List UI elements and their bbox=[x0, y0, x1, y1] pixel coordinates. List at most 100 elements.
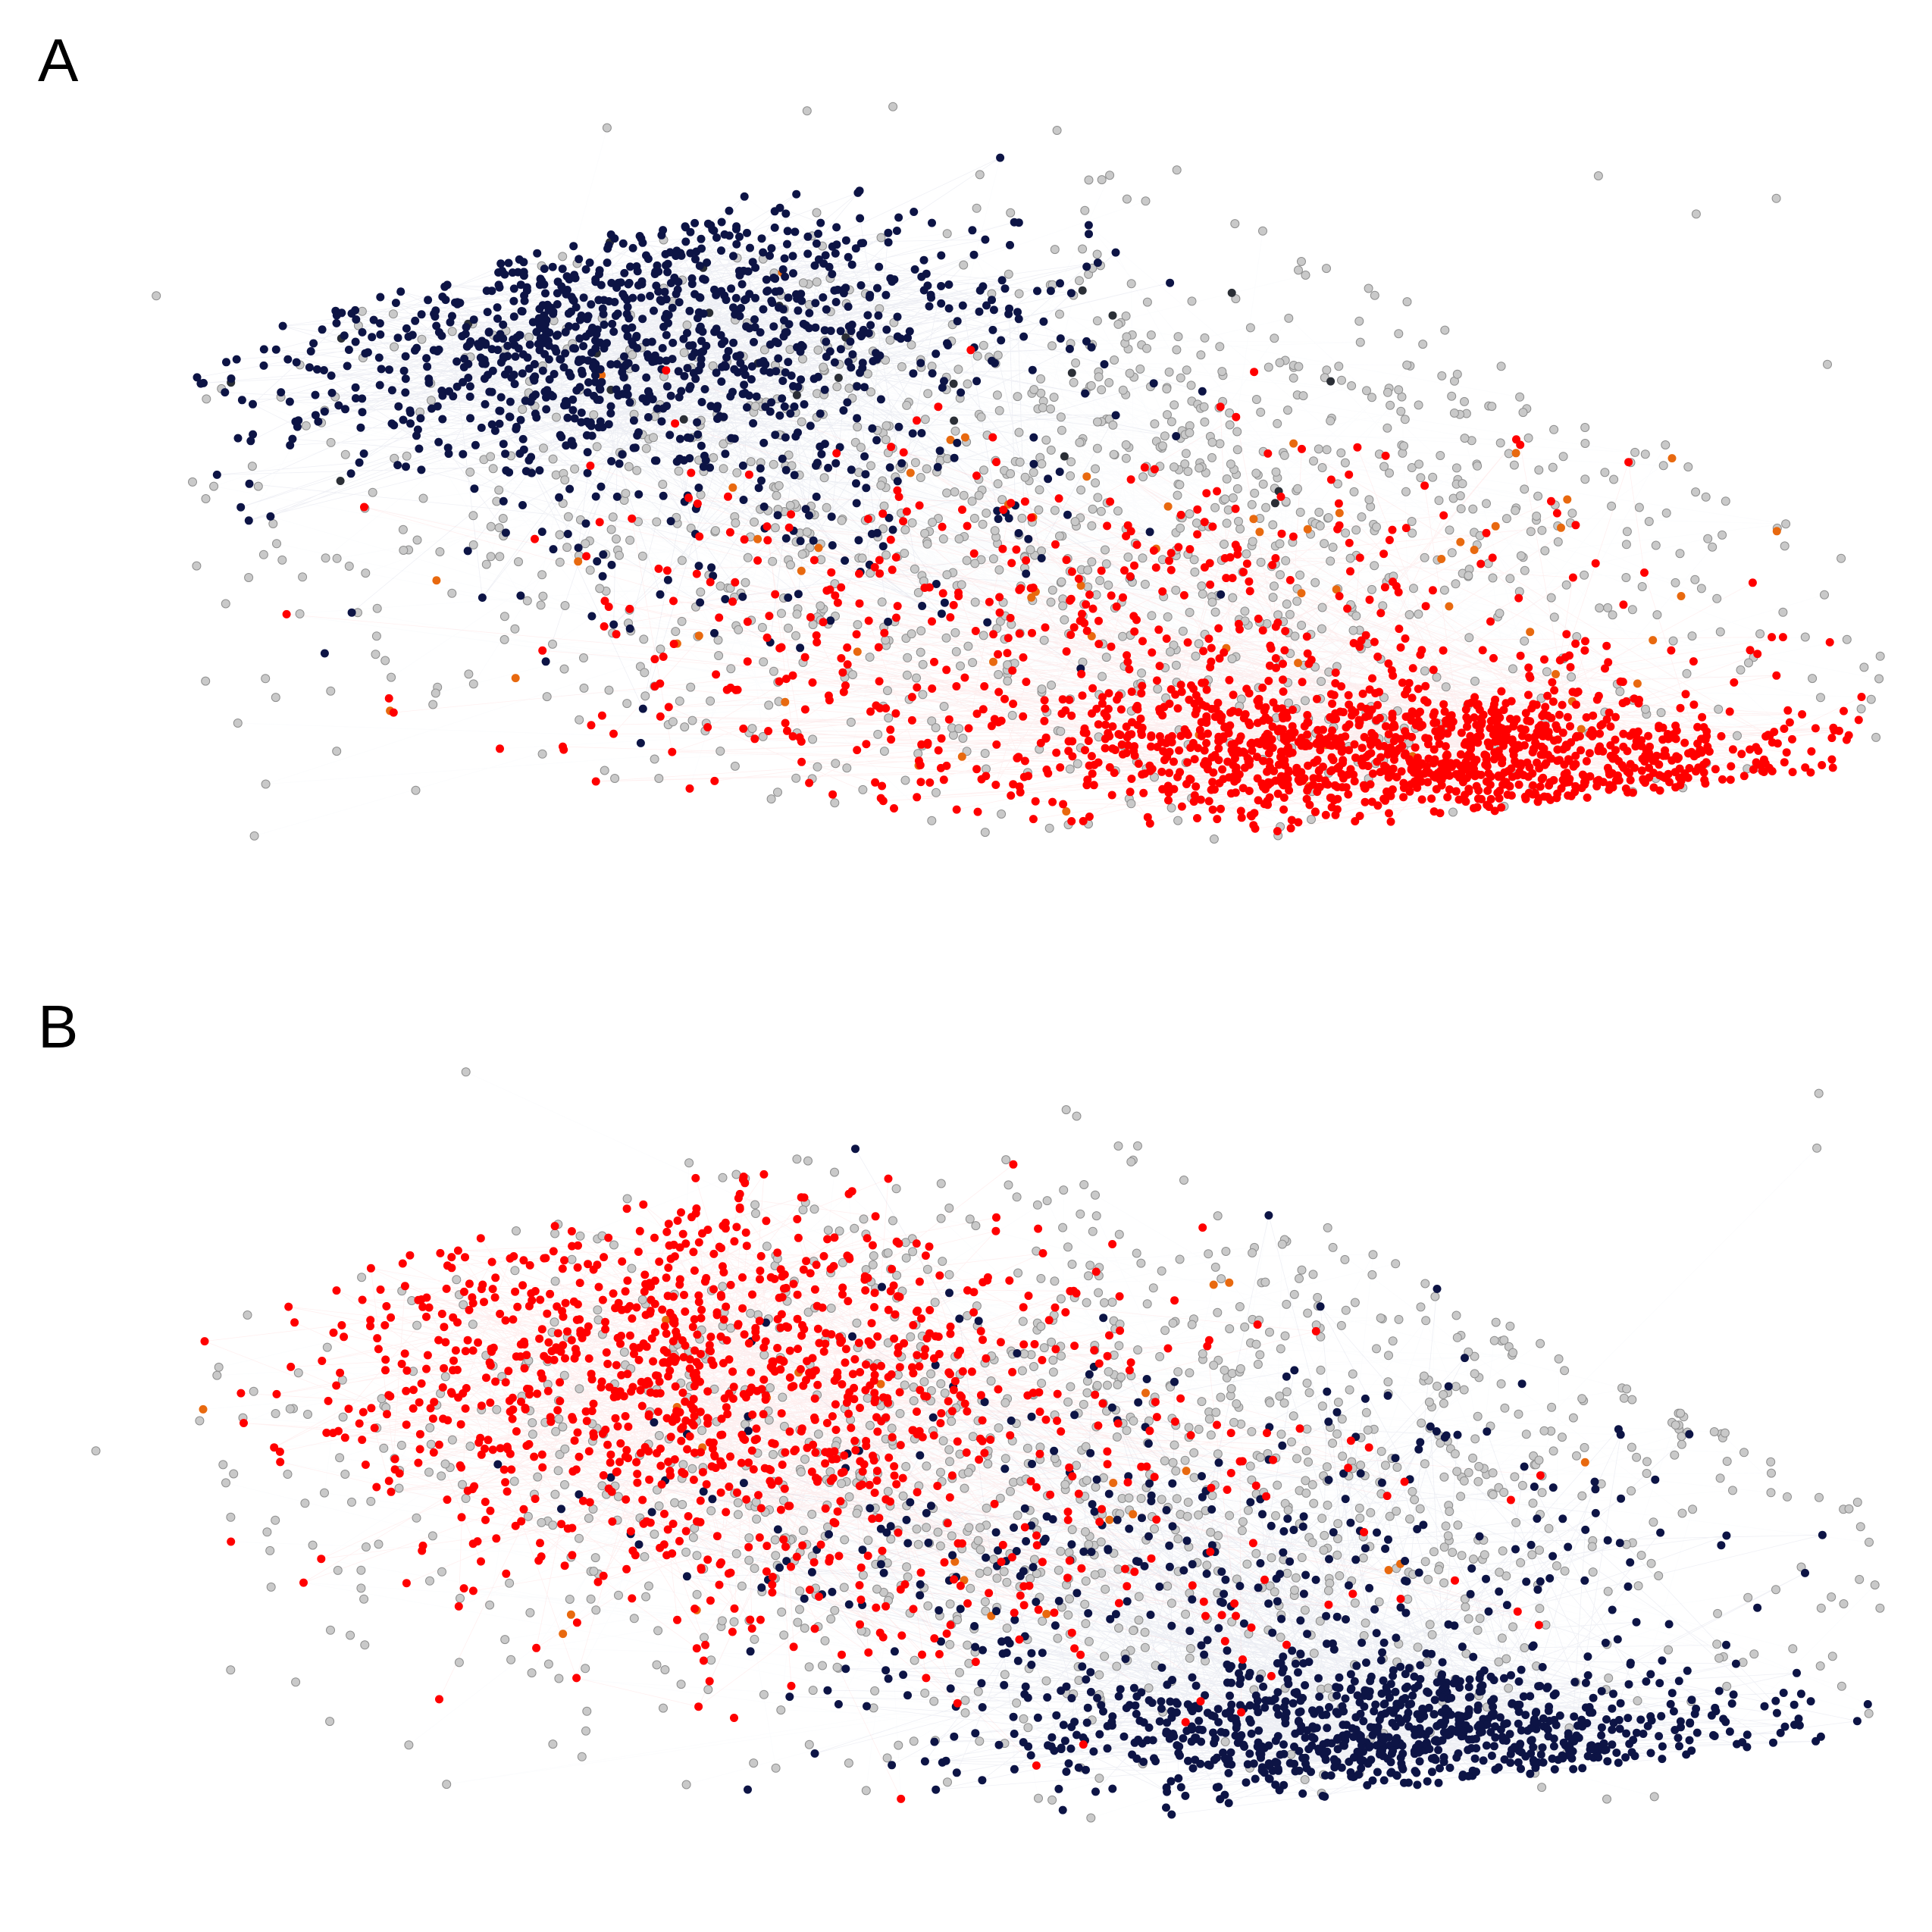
red-node bbox=[1202, 712, 1211, 721]
red-node bbox=[1149, 546, 1158, 555]
red-node bbox=[1289, 706, 1297, 714]
red-node bbox=[1303, 718, 1312, 727]
gray-node bbox=[201, 494, 211, 503]
blue-node bbox=[853, 382, 862, 391]
gray-node bbox=[1457, 1551, 1467, 1561]
blue-node bbox=[351, 337, 360, 346]
red-node bbox=[1397, 767, 1406, 776]
blue-node bbox=[618, 450, 627, 459]
blue-node bbox=[391, 299, 400, 308]
red-node bbox=[1638, 754, 1647, 763]
blue-node bbox=[666, 391, 675, 400]
red-node bbox=[1367, 797, 1376, 806]
red-node bbox=[1564, 778, 1573, 787]
red-node bbox=[1770, 728, 1779, 737]
red-node bbox=[1460, 740, 1469, 749]
blue-node bbox=[633, 267, 642, 276]
gray-node bbox=[857, 553, 867, 563]
red-node bbox=[1429, 665, 1438, 675]
gray-node bbox=[1210, 503, 1220, 512]
blue-node bbox=[578, 369, 587, 378]
blue-node bbox=[638, 704, 647, 713]
blue-node bbox=[828, 541, 837, 550]
red-node bbox=[1523, 716, 1532, 725]
gray-node bbox=[786, 560, 795, 570]
gray-node bbox=[1207, 597, 1217, 607]
red-node bbox=[797, 737, 806, 746]
gray-node bbox=[1093, 417, 1102, 427]
gray-node bbox=[428, 700, 438, 709]
gray-node bbox=[997, 809, 1007, 819]
red-node bbox=[1535, 764, 1544, 773]
red-node bbox=[1548, 697, 1558, 706]
red-node bbox=[822, 586, 831, 595]
red-node bbox=[1108, 744, 1117, 753]
blue-node bbox=[633, 343, 642, 352]
gray-node bbox=[1184, 1423, 1194, 1433]
blue-node bbox=[841, 236, 850, 245]
red-node bbox=[841, 681, 850, 690]
gray-node bbox=[1238, 1517, 1248, 1526]
red-node bbox=[1429, 745, 1439, 754]
blue-node bbox=[385, 365, 393, 374]
gray-node bbox=[1091, 1211, 1101, 1221]
red-node bbox=[837, 654, 846, 662]
blue-node bbox=[747, 362, 756, 371]
red-node bbox=[843, 660, 852, 669]
blue-node bbox=[583, 388, 592, 397]
red-node bbox=[1473, 701, 1482, 710]
gray-node bbox=[1247, 1426, 1257, 1436]
gray-node bbox=[1251, 1339, 1261, 1349]
gray-node bbox=[729, 1617, 739, 1627]
red-node bbox=[1245, 718, 1254, 727]
gray-node bbox=[798, 278, 808, 288]
red-node bbox=[1396, 734, 1405, 744]
orange-node bbox=[1557, 523, 1565, 532]
gray-node bbox=[1282, 600, 1292, 609]
blue-node bbox=[693, 418, 702, 427]
red-node bbox=[1183, 758, 1192, 767]
blue-node bbox=[1037, 554, 1046, 562]
red-node bbox=[1399, 793, 1408, 802]
gray-node bbox=[1351, 525, 1361, 535]
gray-node bbox=[1225, 420, 1235, 430]
gray-node bbox=[785, 500, 795, 510]
gray-node bbox=[1168, 1318, 1178, 1328]
red-node bbox=[1298, 678, 1307, 687]
gray-node bbox=[1815, 1661, 1825, 1671]
gray-node bbox=[326, 437, 336, 447]
red-node bbox=[1285, 575, 1295, 584]
gray-node bbox=[560, 1480, 569, 1489]
blue-node bbox=[769, 274, 778, 282]
blue-node bbox=[606, 230, 615, 239]
red-node bbox=[1457, 769, 1466, 778]
gray-node bbox=[613, 1492, 623, 1501]
gray-node bbox=[1434, 1565, 1444, 1574]
blue-node bbox=[778, 377, 788, 385]
blue-node bbox=[717, 340, 726, 349]
red-node bbox=[1578, 770, 1587, 779]
gray-node bbox=[1276, 570, 1285, 580]
gray-node bbox=[575, 1384, 584, 1394]
red-node bbox=[1266, 778, 1275, 788]
red-node bbox=[1595, 729, 1605, 738]
blue-node bbox=[540, 280, 549, 289]
gray-node bbox=[1002, 1577, 1012, 1587]
blue-node bbox=[456, 299, 465, 308]
gray-node bbox=[1718, 530, 1727, 540]
red-node bbox=[1392, 772, 1401, 781]
gray-node bbox=[1453, 1520, 1463, 1530]
gray-node bbox=[1113, 506, 1123, 516]
gray-node bbox=[812, 208, 822, 218]
red-node bbox=[1477, 794, 1486, 803]
blue-node bbox=[654, 287, 663, 296]
gray-node bbox=[628, 350, 637, 360]
blue-node bbox=[622, 384, 631, 393]
red-node bbox=[1539, 792, 1548, 801]
gray-node bbox=[804, 1739, 814, 1749]
gray-node bbox=[1191, 651, 1201, 661]
gray-node bbox=[452, 1275, 462, 1285]
gray-node bbox=[1400, 415, 1410, 424]
red-node bbox=[1153, 743, 1162, 751]
blue-node bbox=[609, 327, 618, 337]
